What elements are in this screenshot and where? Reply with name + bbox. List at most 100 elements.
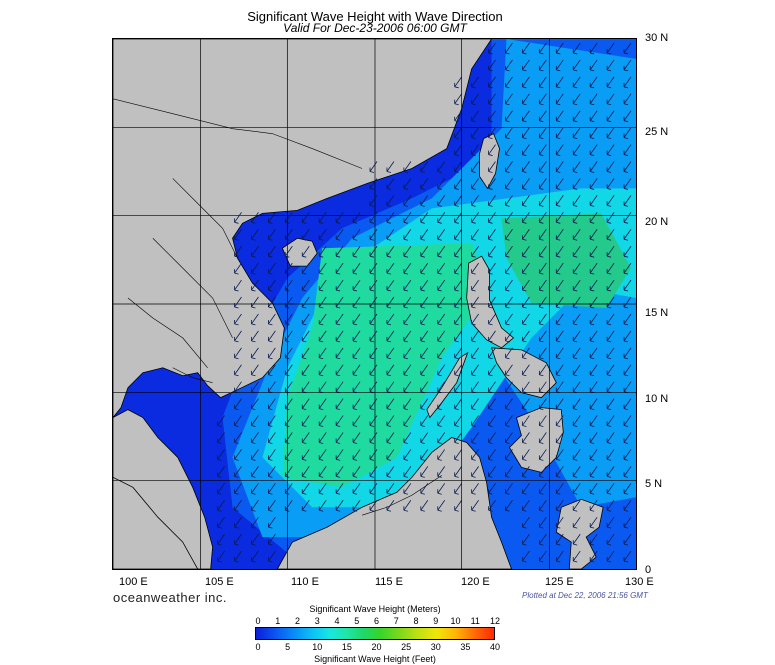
legend-meters-caption: Significant Wave Height (Meters) (309, 604, 441, 614)
wave-arrow (454, 93, 462, 106)
wave-arrow (572, 398, 581, 410)
wave-arrow (589, 398, 598, 410)
wave-arrow (488, 279, 496, 292)
wave-arrow (522, 245, 530, 258)
wave-arrow (488, 432, 496, 444)
wave-arrow (437, 381, 446, 394)
wave-arrow (589, 212, 598, 224)
wave-arrow (555, 279, 564, 292)
wave-arrow (386, 466, 395, 478)
map-title: Significant Wave Height with Wave Direct… (247, 9, 503, 24)
wave-arrow (522, 432, 530, 444)
wave-arrow (572, 93, 581, 106)
wave-arrow (623, 516, 632, 529)
wave-arrow (454, 483, 462, 495)
wave-arrow (538, 330, 547, 343)
wave-arrow (369, 364, 378, 377)
wave-arrow (352, 212, 361, 224)
wave-arrow (437, 483, 446, 495)
wave-arrow (488, 161, 496, 173)
wave-arrow (589, 533, 598, 546)
wave-arrow (471, 398, 479, 410)
wave-arrow (589, 59, 598, 72)
wave-arrow (572, 381, 581, 394)
wave-arrow (335, 313, 344, 326)
wave-arrow (522, 161, 530, 173)
wave-arrow (403, 483, 412, 495)
wave-arrow (454, 229, 462, 241)
wave-arrow (403, 330, 412, 343)
wave-arrow (420, 279, 429, 292)
wave-arrow (352, 296, 361, 309)
wave-arrow (538, 178, 547, 190)
wave-arrow (301, 330, 310, 343)
wave-arrow (437, 212, 446, 224)
wave-arrow (522, 42, 530, 55)
wave-arrow (284, 296, 293, 309)
wave-arrow (251, 229, 259, 241)
wave-arrow (488, 59, 496, 72)
wave-arrow (555, 398, 564, 410)
wave-arrow (352, 381, 361, 394)
wave-arrow (572, 262, 581, 275)
wave-arrow (251, 330, 259, 343)
wave-arrow (234, 347, 242, 360)
wave-arrow (505, 483, 513, 495)
wave-arrow (301, 347, 310, 360)
wave-arrow (217, 466, 225, 478)
legend-meters-tick: 1 (275, 616, 281, 626)
wave-arrow (217, 432, 225, 444)
wave-arrow (268, 500, 276, 512)
wave-arrow (606, 42, 615, 55)
wave-arrow (454, 262, 462, 275)
wave-arrow (623, 432, 632, 444)
wave-arrow (234, 262, 242, 275)
wave-arrow (488, 212, 496, 224)
wave-arrow (606, 262, 615, 275)
wave-arrow (471, 466, 479, 478)
wave-arrow (505, 161, 513, 173)
wave-arrow (538, 516, 547, 529)
wave-arrow (420, 229, 429, 241)
wave-arrow (488, 178, 496, 190)
wave-arrow (589, 550, 598, 563)
wave-arrow (555, 229, 564, 241)
wave-arrow (352, 432, 361, 444)
wave-arrow (251, 347, 259, 360)
wave-arrow (301, 212, 310, 224)
wave-arrow (454, 110, 462, 123)
wave-arrow (589, 483, 598, 495)
wave-arrow (555, 313, 564, 326)
wave-arrow (555, 483, 564, 495)
wave-arrow (369, 449, 378, 461)
wave-arrow (572, 466, 581, 478)
wave-arrow (572, 432, 581, 444)
wave-arrow (471, 161, 479, 173)
wave-arrow (301, 432, 310, 444)
wave-arrow (606, 161, 615, 173)
lat-label-5n: 5 N (645, 478, 663, 490)
wave-arrow (386, 178, 395, 190)
legend-meters-tick: 11 (470, 616, 480, 626)
wave-arrow (623, 42, 632, 55)
wave-arrow (589, 161, 598, 173)
wave-arrow (522, 516, 530, 529)
wave-arrow (623, 245, 632, 258)
wave-arrow (555, 533, 564, 546)
wave-arrow (471, 212, 479, 224)
wave-arrow (437, 178, 446, 190)
wave-arrow (234, 279, 242, 292)
wave-arrow (555, 262, 564, 275)
wave-arrow (301, 313, 310, 326)
wave-arrow (437, 449, 446, 461)
wave-arrow (538, 466, 547, 478)
wave-arrow (454, 415, 462, 427)
wave-arrow (318, 381, 327, 394)
wave-arrow (234, 550, 242, 563)
wave-arrow (572, 330, 581, 343)
wave-arrow (234, 313, 242, 326)
wave-arrow (268, 432, 276, 444)
legend-feet-tick: 10 (312, 642, 323, 652)
wave-direction-arrows (217, 42, 632, 563)
wave-arrow (589, 144, 598, 156)
